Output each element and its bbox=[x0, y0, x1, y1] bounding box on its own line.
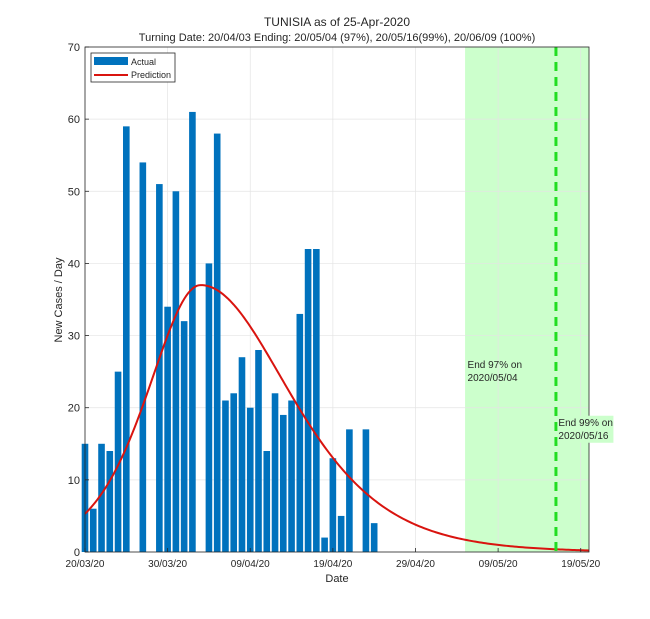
bar bbox=[189, 111, 196, 552]
chart-title: TUNISIA as of 25-Apr-2020 bbox=[264, 15, 410, 29]
bar bbox=[98, 443, 105, 552]
bar bbox=[329, 458, 337, 552]
legend-prediction-label: Prediction bbox=[131, 70, 171, 80]
y-tick-label: 0 bbox=[74, 547, 80, 559]
end-region bbox=[465, 47, 589, 552]
bar bbox=[346, 429, 353, 552]
bar bbox=[106, 451, 114, 552]
x-tick-label: 30/03/20 bbox=[148, 559, 187, 570]
x-axis-label: Date bbox=[325, 573, 348, 585]
x-tick-label: 19/04/20 bbox=[313, 559, 352, 570]
bar bbox=[263, 451, 271, 552]
bar bbox=[238, 357, 246, 552]
bar bbox=[255, 350, 262, 552]
annotation-end-99-background bbox=[557, 415, 614, 443]
bar bbox=[362, 429, 370, 552]
x-tick-label: 09/04/20 bbox=[231, 559, 270, 570]
x-tick-label: 29/04/20 bbox=[396, 559, 435, 570]
bar bbox=[337, 515, 345, 552]
y-axis-ticks: 0 10 20 30 40 50 60 70 bbox=[68, 42, 89, 559]
bar bbox=[205, 263, 213, 552]
bar bbox=[288, 400, 295, 552]
y-tick-label: 30 bbox=[68, 331, 80, 343]
annotation-end-99-line2: 2020/05/16 bbox=[558, 431, 608, 442]
bar bbox=[271, 393, 279, 552]
y-tick-label: 10 bbox=[68, 475, 80, 487]
y-tick-label: 20 bbox=[68, 403, 80, 415]
x-tick-label: 19/05/20 bbox=[561, 559, 600, 570]
bar bbox=[114, 371, 122, 552]
annotation-end-97-line2: 2020/05/04 bbox=[468, 373, 518, 384]
plot-frame bbox=[84, 46, 590, 553]
bar bbox=[123, 126, 130, 552]
bar bbox=[222, 400, 229, 552]
y-tick-label: 50 bbox=[68, 186, 80, 198]
chart-subtitle: Turning Date: 20/04/03 Ending: 20/05/04 … bbox=[139, 32, 535, 44]
bar bbox=[313, 249, 320, 552]
y-axis-label: New Cases / Day bbox=[53, 257, 65, 342]
bar bbox=[321, 537, 328, 552]
legend-actual-label: Actual bbox=[131, 57, 156, 67]
bar-series bbox=[81, 111, 378, 553]
bar bbox=[164, 306, 171, 552]
bar bbox=[156, 184, 163, 553]
legend: Actual Prediction bbox=[90, 52, 176, 83]
annotation-end-99-line1: End 99% on bbox=[558, 418, 613, 429]
legend-actual-swatch bbox=[94, 57, 128, 65]
bar bbox=[89, 508, 97, 552]
x-tick-label: 09/05/20 bbox=[479, 559, 518, 570]
annotation-end-97-line1: End 97% on bbox=[468, 360, 523, 371]
bar bbox=[230, 393, 238, 552]
bar bbox=[370, 523, 378, 552]
bar bbox=[180, 321, 188, 552]
y-tick-label: 40 bbox=[68, 258, 80, 270]
bar bbox=[213, 133, 221, 553]
x-axis-ticks: 20/03/20 30/03/20 09/04/20 19/04/20 29/04/20… bbox=[66, 548, 601, 570]
bar bbox=[279, 414, 287, 552]
bar bbox=[246, 407, 254, 552]
prediction-line bbox=[84, 284, 590, 552]
bar bbox=[304, 249, 312, 552]
x-tick-label: 20/03/20 bbox=[66, 559, 105, 570]
bar bbox=[172, 191, 180, 553]
y-tick-label: 60 bbox=[68, 114, 80, 126]
bar bbox=[139, 162, 147, 552]
y-tick-label: 70 bbox=[68, 42, 80, 54]
bar bbox=[296, 313, 304, 552]
